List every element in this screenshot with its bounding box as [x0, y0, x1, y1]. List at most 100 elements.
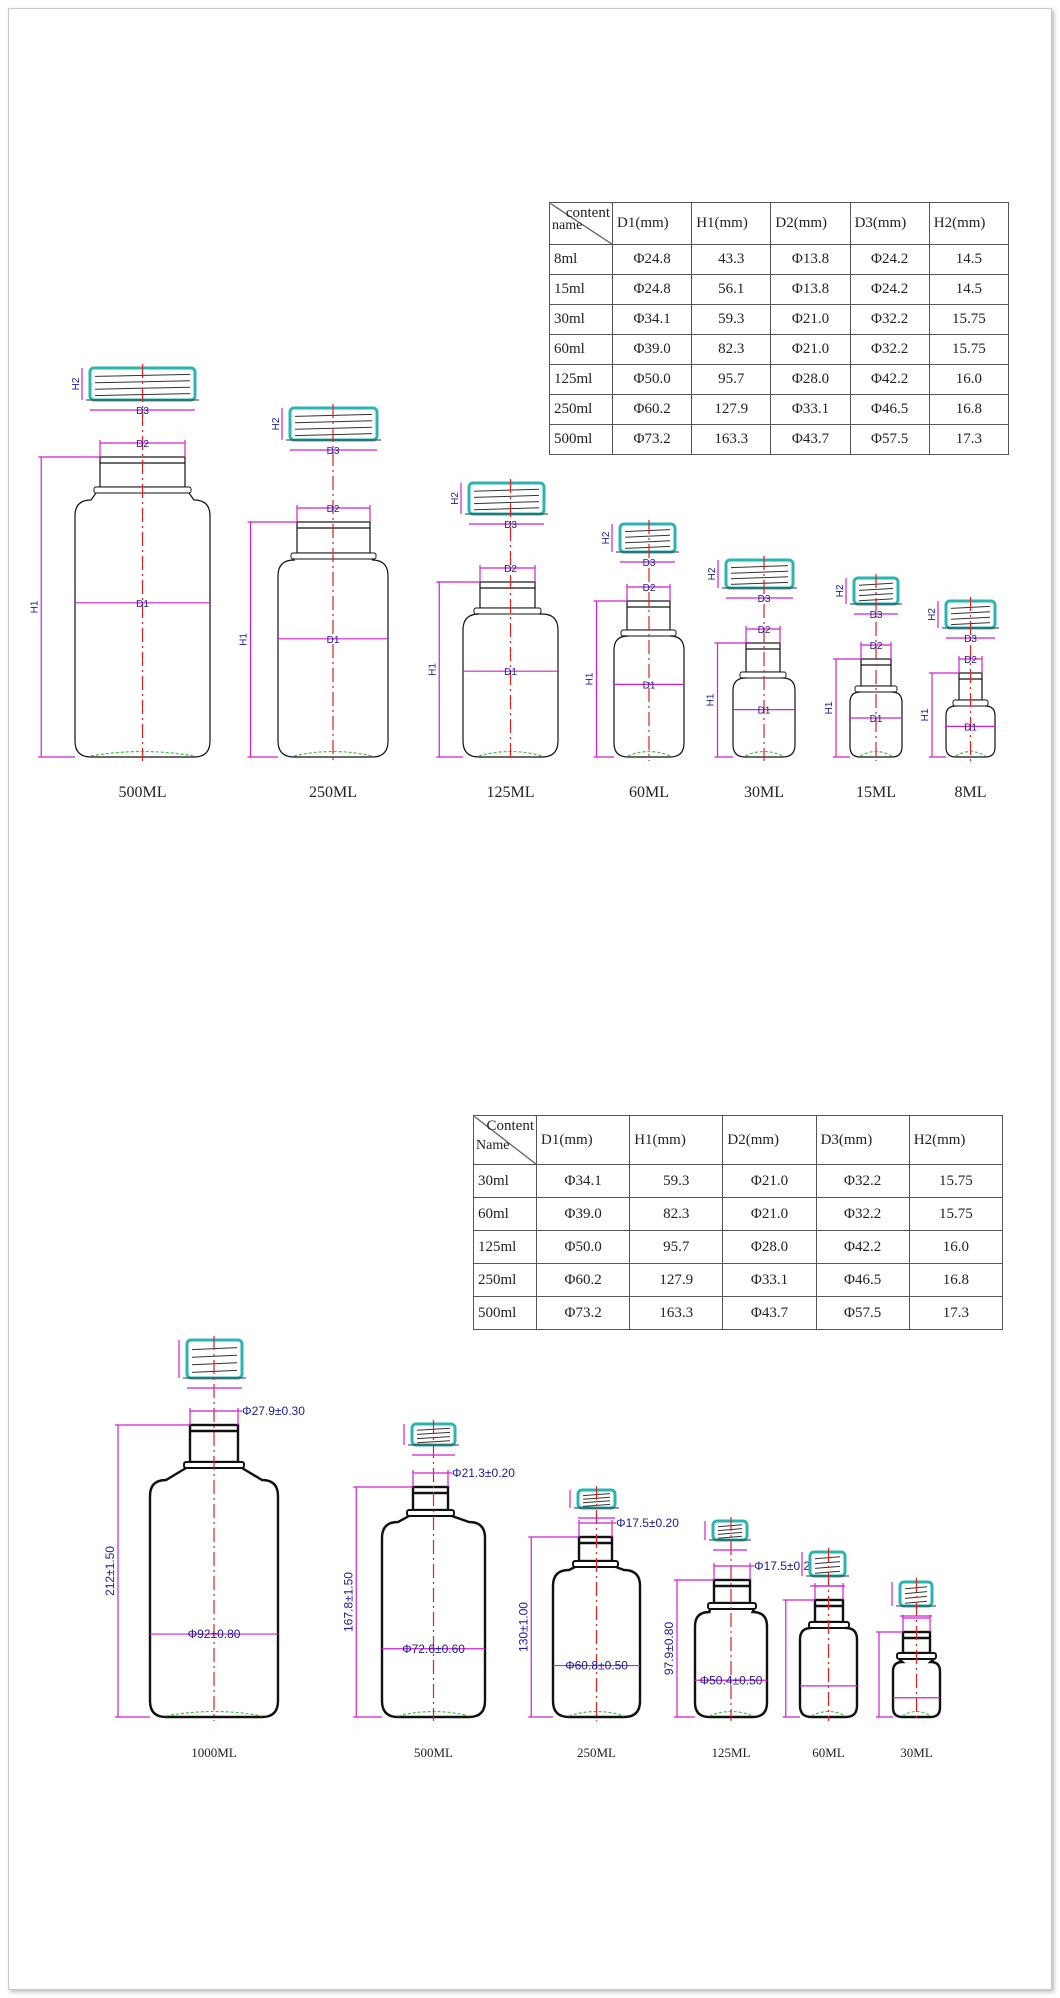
column-header: H2(mm): [908, 1115, 1004, 1165]
cap-thread: [858, 593, 894, 597]
cap-thread: [473, 488, 540, 492]
table-header-row: content name D1(mm) H1(mm) D2(mm) D3(mm) H2(mm…: [549, 202, 1010, 245]
bottle-body: [148, 1466, 280, 1719]
h2-label: H2: [450, 492, 461, 505]
row-name: 8ml: [549, 244, 613, 275]
neck: [411, 1485, 450, 1512]
h2-label: H2: [835, 584, 846, 597]
bottle-15ml: H1 D1 D2 D3 H2 15ML: [824, 574, 903, 801]
table-cell: 59.3: [629, 1164, 724, 1198]
bottle-125ml: Φ17.5±0.20 97.9±0.80 Φ50.4±0.50 125ML: [662, 1517, 817, 1760]
bottle-30ml: H1 D1 D2 D3 H2 30ML: [706, 556, 797, 801]
d2-label: D2: [136, 439, 149, 450]
cap-thread: [473, 494, 540, 498]
d3-label: D3: [136, 406, 149, 417]
table-cell: 15.75: [908, 1197, 1004, 1231]
bottle-8ml: H1 D1 D2 D3 H2 8ML: [920, 597, 999, 801]
table-row: 15ml Φ24.8 56.1 Φ13.8 Φ24.2 14.5: [549, 274, 1010, 305]
cap-thread: [730, 570, 789, 574]
table-cell: Φ21.0: [770, 334, 851, 365]
cap-thread: [624, 545, 671, 549]
row-name: 500ml: [473, 1296, 537, 1330]
d2-label: D2: [964, 655, 977, 666]
cap-thread: [730, 581, 789, 585]
d3-label: D3: [758, 594, 771, 605]
header-content: content: [565, 205, 610, 221]
table-cell: Φ24.8: [611, 244, 693, 275]
bottle-1000ml: Φ27.9±0.30 212±1.50 Φ92±0.80 1000ML: [103, 1336, 305, 1760]
table-cell: Φ21.0: [722, 1197, 817, 1231]
bottle-size-label: 60ML: [812, 1745, 845, 1760]
bottle-30ml: 30ML: [876, 1578, 942, 1760]
table-row: 500ml Φ73.2 163.3 Φ43.7 Φ57.5 17.3: [549, 424, 1010, 455]
table-cell: Φ42.2: [815, 1230, 910, 1264]
d3-label: D3: [964, 634, 977, 645]
row-name: 60ml: [549, 334, 613, 365]
cap-thread: [416, 1440, 451, 1444]
d1-label: D1: [643, 680, 656, 691]
bottle-body: [277, 558, 389, 758]
bottle-base: [811, 1710, 846, 1717]
table-row: 30ml Φ34.1 59.3 Φ21.0 Φ32.2 15.75: [473, 1164, 1004, 1198]
header-diagonal-cell: content name: [549, 202, 613, 245]
bottle-250ml: H1 D1 D2 D3 H2 250ML: [239, 404, 389, 801]
h2-label: H2: [707, 567, 718, 580]
table-row: 60ml Φ39.0 82.3 Φ21.0 Φ32.2 15.75: [549, 334, 1010, 365]
header-content: Content: [486, 1118, 535, 1134]
neck: [712, 1578, 752, 1605]
bottle-size-label: 8ML: [955, 784, 987, 801]
h1-label: H1: [427, 663, 438, 676]
d2-label: D2: [758, 625, 771, 636]
neck: [577, 1535, 614, 1563]
table-cell: Φ43.7: [770, 424, 851, 455]
bottle-body: [613, 635, 685, 758]
cap-thread: [473, 501, 540, 505]
bottle-size-label: 15ML: [856, 784, 896, 801]
h1-label: H1: [29, 600, 40, 613]
table-cell: 16.8: [908, 1263, 1004, 1297]
table-cell: Φ28.0: [770, 364, 851, 395]
bottle-125ml: H1 D1 D2 D3 H2 125ML: [427, 479, 559, 801]
d2-label: D2: [504, 564, 517, 575]
column-header: D1(mm): [611, 202, 693, 245]
height-label: 130±1.00: [516, 1602, 530, 1652]
cap-thread: [717, 1524, 743, 1528]
table-cell: Φ60.2: [611, 394, 693, 425]
cap-thread: [717, 1535, 743, 1539]
table-cell: 14.5: [928, 274, 1010, 305]
bottle-size-label: 500ML: [414, 1745, 453, 1760]
bottle-body: [849, 691, 903, 758]
bottle-base: [627, 750, 671, 757]
cap-thread: [814, 1556, 841, 1560]
header-name: name: [552, 218, 583, 233]
table-cell: Φ73.2: [611, 424, 693, 455]
table-cell: 17.3: [908, 1296, 1004, 1330]
cap-thread: [582, 1500, 611, 1504]
cap-thread: [950, 616, 991, 620]
h1-label: H1: [585, 672, 596, 685]
cap-thread: [950, 611, 991, 615]
table-cell: Φ13.8: [770, 244, 851, 275]
table-cell: Φ57.5: [849, 424, 930, 455]
neck-flange: [406, 1509, 455, 1517]
bottle-size-label: 30ML: [744, 784, 784, 801]
bottle-body: [945, 705, 996, 758]
table-cell: Φ39.0: [611, 334, 693, 365]
cap-thread: [814, 1565, 841, 1569]
h2-label: H2: [71, 377, 82, 390]
cap-thread: [294, 420, 373, 424]
table-cell: Φ34.1: [535, 1164, 631, 1198]
neck: [745, 642, 781, 673]
row-name: 500ml: [549, 424, 613, 455]
d3-label: D3: [870, 610, 883, 621]
bottle-size-label: 1000ML: [191, 1745, 237, 1760]
height-label: 97.9±0.80: [662, 1622, 676, 1676]
table-cell: Φ21.0: [722, 1164, 817, 1198]
cap-thread: [814, 1561, 841, 1565]
table-row: 8ml Φ24.8 43.3 Φ13.8 Φ24.2 14.5: [549, 244, 1010, 275]
h2-label: H2: [601, 531, 612, 544]
cap-thread: [717, 1531, 743, 1535]
table-cell: 15.75: [908, 1164, 1004, 1198]
table-row: 30ml Φ34.1 59.3 Φ21.0 Φ32.2 15.75: [549, 304, 1010, 335]
